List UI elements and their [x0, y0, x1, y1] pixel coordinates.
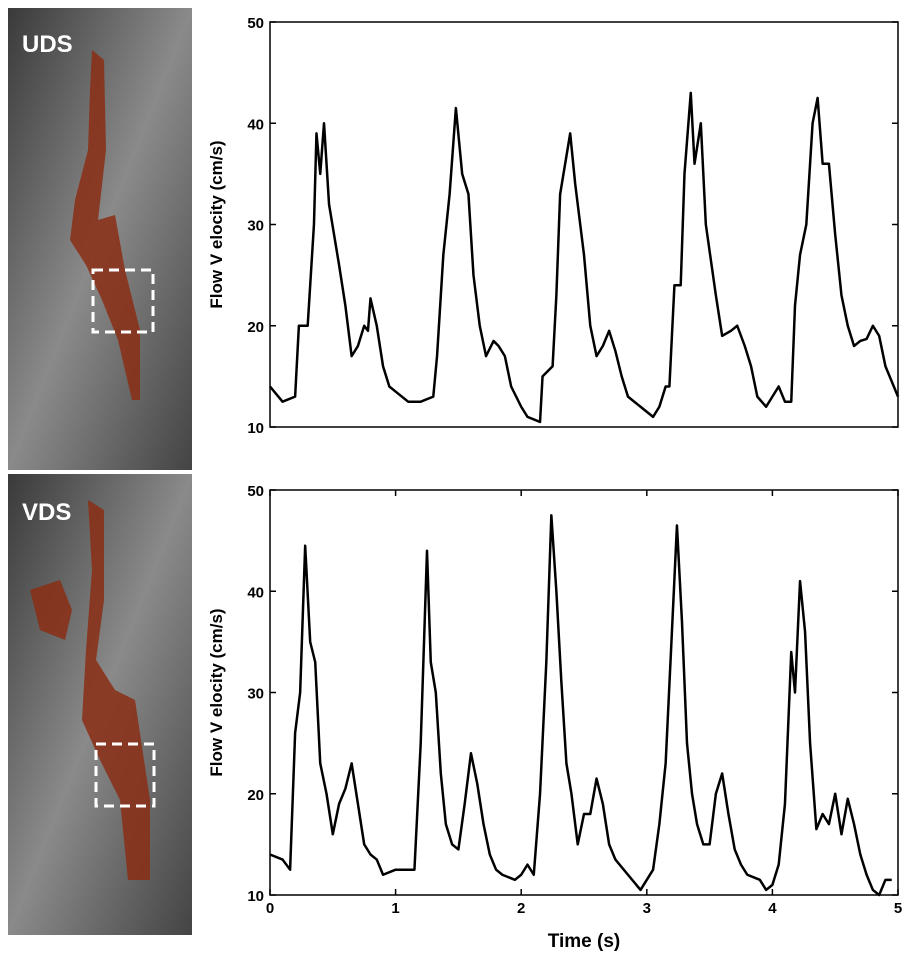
y-tick-label: 20	[247, 319, 264, 336]
x-tick-label: 5	[894, 900, 902, 917]
y-tick-label: 50	[247, 15, 264, 32]
y-tick-label: 10	[247, 420, 264, 437]
y-tick-label: 20	[247, 787, 264, 804]
data-line	[269, 514, 892, 897]
data-line	[269, 91, 900, 424]
x-tick-label: 0	[266, 900, 274, 917]
image-uds: UDS	[8, 8, 192, 470]
panel-label: VDS	[22, 499, 71, 526]
x-axis-label: Time (s)	[548, 931, 621, 952]
y-tick-label: 40	[247, 116, 264, 133]
y-tick-label: 10	[247, 888, 264, 905]
y-tick-label: 30	[247, 686, 264, 703]
plot-frame	[269, 21, 899, 428]
x-tick-label: 2	[517, 900, 525, 917]
y-axis-label: Flow V elocity (cm/s)	[207, 608, 226, 776]
x-tick-label: 3	[643, 900, 651, 917]
image-vds: VDS	[8, 474, 192, 935]
y-tick-label: 30	[247, 218, 264, 235]
x-tick-label: 1	[391, 900, 399, 917]
plot-frame	[269, 489, 899, 896]
x-tick-label: 4	[768, 900, 777, 917]
y-tick-label: 50	[247, 483, 264, 500]
y-axis-label: Flow V elocity (cm/s)	[207, 140, 226, 308]
panel-label: UDS	[22, 31, 73, 58]
y-tick-label: 40	[247, 584, 264, 601]
